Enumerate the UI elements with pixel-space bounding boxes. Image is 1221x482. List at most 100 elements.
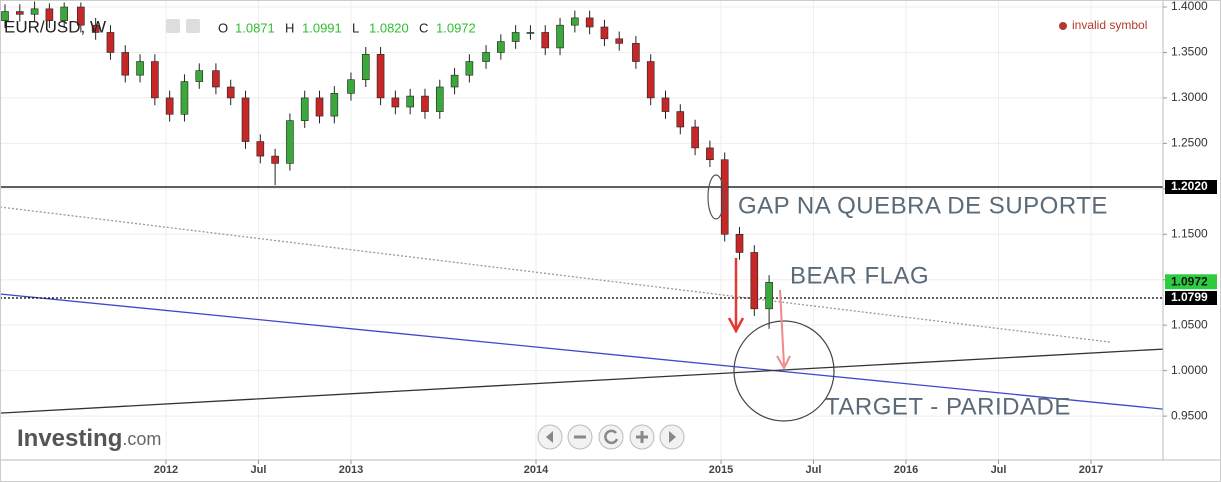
candle-body — [271, 155, 279, 164]
y-tick-label: 1.4000 — [1171, 0, 1208, 13]
candle-body — [632, 43, 640, 62]
x-tick-label: Jul — [806, 464, 822, 476]
ohlc-key: L — [352, 20, 359, 35]
candle-body — [706, 147, 714, 161]
candle-body — [106, 32, 115, 53]
candle-body — [720, 159, 729, 235]
watermark-domain: .com — [122, 429, 161, 449]
candle-body — [482, 52, 490, 62]
ohlc-readout: O 1.0871 H 1.0991 L 1.0820 C 1.0972 — [218, 20, 476, 35]
y-tick-label: 1.3500 — [1171, 45, 1208, 59]
x-tick-label: 2013 — [339, 464, 363, 476]
candle-body — [391, 97, 400, 108]
ohlc-key: H — [285, 20, 294, 35]
status: invalid symbol — [1072, 18, 1147, 32]
candle-body — [600, 26, 609, 40]
annotation: GAP NA QUEBRA DE SUPORTE — [738, 192, 1108, 219]
candle-body — [347, 79, 355, 94]
candle-body — [165, 97, 174, 115]
candle-body — [691, 126, 699, 149]
candle-body — [571, 17, 579, 26]
price-tag — [1165, 180, 1217, 194]
y-tick-label: 1.1500 — [1171, 226, 1208, 240]
ohlc-key: C — [419, 20, 428, 35]
candle-body — [465, 61, 474, 76]
x-tick-label: 2017 — [1079, 464, 1103, 476]
y-tick-label: 1.3000 — [1171, 90, 1208, 104]
y-tick-label: 0.9500 — [1171, 408, 1208, 422]
annotation: TARGET - PARIDADE — [825, 393, 1071, 420]
candle-body — [45, 8, 54, 21]
candle-body — [765, 281, 773, 310]
lines — [0, 186, 1164, 414]
candle-body — [91, 24, 100, 33]
price-tag — [1165, 291, 1217, 305]
candle-body — [195, 70, 204, 82]
candle-body — [406, 95, 414, 108]
candle-body — [15, 11, 24, 15]
candle-body — [361, 53, 370, 81]
ohlc-value: 1.0820 — [369, 20, 409, 35]
candle-body — [541, 32, 550, 49]
candles — [1, 1, 773, 329]
candle-body — [435, 86, 444, 112]
ohlc-value: 1.0871 — [235, 20, 275, 35]
axes: 0.95001.00001.05001.10001.15001.20001.25… — [154, 0, 1217, 476]
candle-body — [750, 252, 759, 310]
symbol-title: EUR/USD, W — [4, 17, 106, 36]
candle-body — [376, 53, 385, 99]
y-tick-label: 1.2500 — [1171, 136, 1208, 150]
ohlc-value: 1.0972 — [436, 20, 476, 35]
candle-body — [615, 38, 624, 44]
trendline — [0, 293, 1164, 410]
candle-body — [300, 97, 309, 121]
x-tick-label: Jul — [251, 464, 267, 476]
candle-body — [661, 97, 670, 112]
candle-body — [676, 111, 685, 128]
y-tick-label: 1.0500 — [1171, 317, 1208, 331]
y-tick-label: 1.0000 — [1171, 363, 1208, 377]
nav-symbols — [574, 431, 648, 443]
price-tag-label: 1.0799 — [1171, 290, 1208, 304]
candle-body — [180, 81, 189, 115]
candle-body — [330, 93, 339, 117]
arrow-head — [727, 317, 745, 334]
annotation: BEAR FLAG — [790, 262, 929, 289]
ohlc-value: 1.0991 — [302, 20, 342, 35]
candle-body — [212, 70, 220, 88]
candle-body — [497, 41, 505, 53]
last-price-label: 1.0972 — [1171, 274, 1208, 288]
eye-icon[interactable] — [166, 19, 180, 33]
last-price-tag — [1165, 274, 1217, 290]
candle-body — [585, 17, 594, 28]
gap-ellipse — [707, 174, 725, 220]
status-dot — [1059, 22, 1067, 30]
candle-body — [646, 61, 655, 99]
price-tag-label: 1.2020 — [1171, 179, 1208, 193]
arrow — [779, 289, 785, 366]
candle-body — [511, 32, 520, 42]
watermark: Investing.com — [17, 425, 161, 452]
candle-body — [450, 74, 459, 88]
x-tick-label: Jul — [991, 464, 1007, 476]
arrow-head — [776, 355, 791, 371]
candle-body — [526, 32, 535, 34]
candle-body — [286, 120, 294, 164]
x-tick-label: 2015 — [709, 464, 733, 476]
x-tick-label: 2012 — [154, 464, 178, 476]
candle-body — [556, 24, 564, 49]
candle-body — [136, 61, 144, 76]
reset-symbol — [604, 429, 619, 445]
candle-body — [121, 52, 130, 76]
x-tick-label: 2014 — [524, 464, 549, 476]
candle-body — [735, 233, 744, 253]
reset[interactable] — [598, 424, 624, 450]
settings-icon[interactable] — [186, 19, 200, 33]
nav-buttons — [537, 424, 685, 450]
ohlc-key: O — [218, 20, 228, 35]
candle-body — [60, 6, 68, 21]
candle-body — [1, 11, 9, 21]
target-ellipse — [733, 320, 835, 422]
candle-body — [421, 95, 429, 112]
